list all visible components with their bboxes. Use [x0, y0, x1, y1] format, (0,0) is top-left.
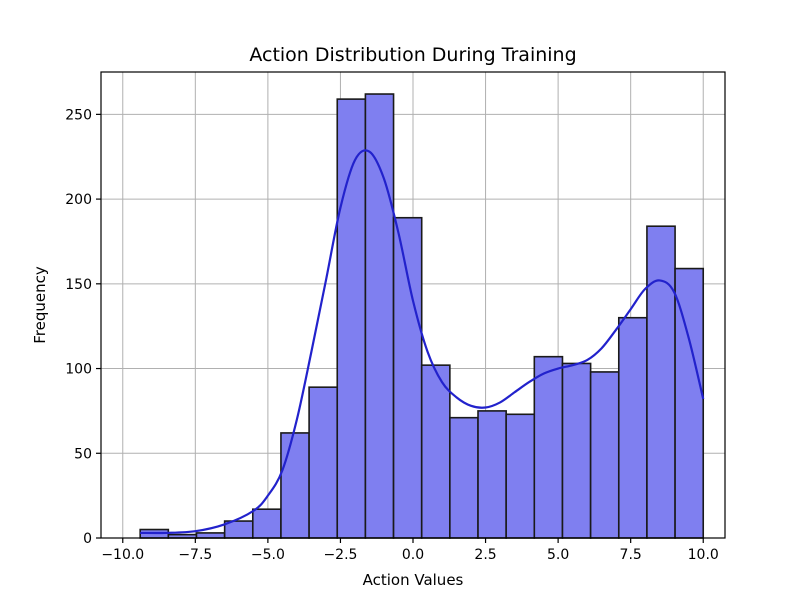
y-tick-label: 100	[65, 362, 92, 378]
histogram-bar	[589, 371, 620, 539]
y-tick-label: 0	[83, 531, 92, 547]
histogram-bar	[420, 364, 451, 539]
histogram-bar	[336, 98, 367, 539]
chart-title: Action Distribution During Training	[249, 44, 576, 66]
kde-curve	[140, 149, 705, 535]
y-axis-label: Frequency	[31, 266, 49, 344]
x-tick-label: −2.5	[323, 547, 357, 563]
x-tick-label: 5.0	[547, 547, 569, 563]
kde-curve-layer	[140, 149, 705, 535]
histogram-bar	[477, 410, 507, 539]
x-tick-label: 10.0	[688, 547, 719, 563]
histogram-bar	[251, 508, 282, 539]
histogram-bar	[533, 355, 564, 539]
axis-ticks: −10.0 −7.5 −5.0 −2.5 0.0 2.5 5.0 7.5 10.0 0 50 100 1…	[65, 107, 719, 563]
x-tick-label: 2.5	[474, 547, 496, 563]
histogram-bar	[308, 386, 339, 539]
x-tick-label: 0.0	[402, 547, 424, 563]
y-tick-label: 200	[65, 192, 92, 208]
histogram-bar	[449, 416, 479, 539]
histogram-bar	[646, 225, 676, 539]
histogram-bar	[617, 316, 648, 539]
histogram-bar	[561, 362, 592, 539]
x-tick-label: −5.0	[251, 547, 285, 563]
histogram-bar	[364, 93, 395, 539]
histogram-bars	[139, 93, 705, 539]
y-tick-label: 50	[74, 446, 92, 462]
histogram-bar	[505, 413, 536, 539]
histogram-bar	[195, 532, 226, 539]
y-tick-label: 250	[65, 107, 92, 123]
x-tick-label: −10.0	[101, 547, 144, 563]
histogram-bar	[674, 267, 705, 539]
x-axis-label: Action Values	[363, 571, 464, 589]
histogram-bar	[280, 432, 310, 539]
histogram-bar	[392, 216, 423, 539]
y-tick-label: 150	[65, 277, 92, 293]
x-tick-label: −7.5	[178, 547, 212, 563]
x-tick-label: 7.5	[620, 547, 642, 563]
